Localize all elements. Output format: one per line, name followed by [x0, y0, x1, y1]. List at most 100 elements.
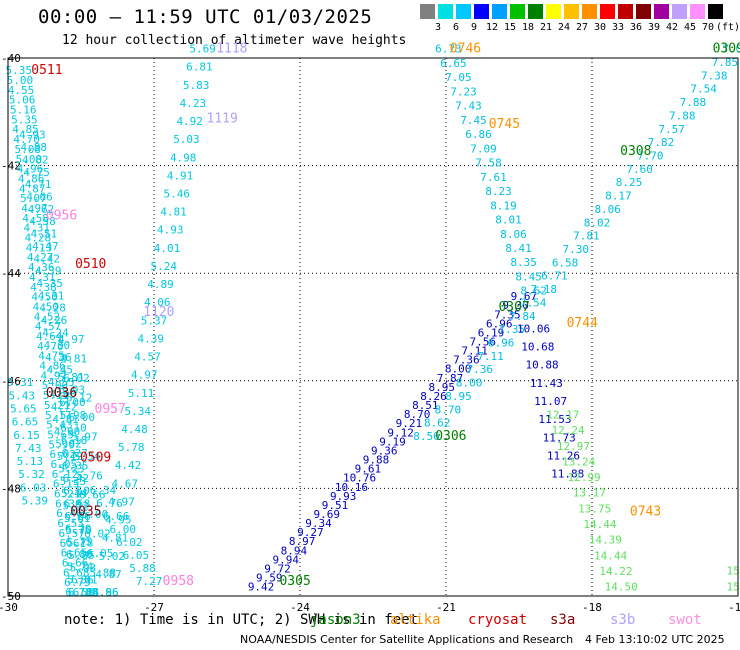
wave-height-value: 4.51: [31, 228, 58, 241]
wave-height-value: 5.88: [129, 562, 156, 575]
wave-height-value: 6.75: [65, 535, 92, 548]
wave-height-value: 13.24: [562, 455, 595, 468]
wave-height-value: 4.96: [92, 586, 119, 599]
wave-height-value: 8.41: [505, 242, 532, 255]
wave-height-value: 7.18: [531, 283, 558, 296]
wave-height-value: 4.97: [21, 202, 48, 215]
pass-time-label: 0957: [95, 402, 126, 417]
wave-height-value: 13.17: [573, 487, 606, 500]
legend-swatch: [690, 4, 705, 19]
wave-height-value: 6.15: [53, 478, 80, 491]
wave-height-value: 8.00: [445, 363, 472, 376]
wave-height-value: 4.26: [41, 314, 68, 327]
credit-line: NOAA/NESDIS Center for Satellite Applica…: [240, 633, 574, 646]
wave-height-value: 4.64: [36, 330, 63, 343]
map-title: 00:00 – 11:59 UTC 01/03/2025: [38, 6, 373, 28]
wave-height-value: 8.62: [520, 285, 547, 298]
wave-height-value: 6.73: [435, 43, 462, 56]
wave-height-value: 5.97: [71, 430, 98, 443]
wave-height-value: 9.72: [264, 562, 291, 575]
wave-height-value: 6.81: [186, 61, 213, 74]
wave-height-value: 9.67: [511, 290, 538, 303]
wave-height-value: 5.24: [150, 260, 177, 273]
wave-height-value: 4.23: [180, 97, 207, 110]
wave-height-value: 5.31: [43, 389, 70, 402]
wave-height-value: 4.92: [176, 115, 203, 128]
legend-swatch: [492, 4, 507, 19]
wave-height-value: 6.03: [20, 481, 47, 494]
wave-height-value: 4.57: [35, 320, 62, 333]
wave-height-value: 5.03: [173, 133, 200, 146]
wave-height-value: 5.99: [48, 438, 75, 451]
legend-tick: 42: [665, 22, 679, 33]
wave-height-value: 5.39: [22, 495, 49, 508]
pass-time-label: 1119: [206, 112, 237, 127]
pass-time-label: 0510: [75, 257, 106, 272]
wave-height-value: 6.02: [84, 528, 111, 541]
legend-unit: (ft): [716, 22, 740, 33]
wave-height-value: 4.75: [38, 350, 65, 363]
wave-height-value: 6.76: [96, 497, 123, 510]
wave-height-value: 4.87: [19, 182, 46, 195]
wave-height-value: 4.96: [17, 163, 44, 176]
legend-tick: 15: [503, 22, 517, 33]
wave-height-value: 6.35: [62, 459, 89, 472]
wave-height-value: 7.23: [450, 85, 477, 98]
pass-time-label: 0743: [630, 504, 661, 519]
wave-height-value: 5.65: [47, 428, 74, 441]
wave-height-value: 4.31: [24, 222, 51, 235]
wave-height-value: 7.81: [573, 230, 600, 243]
pass-time-label: 0509: [80, 451, 111, 466]
wave-height-value: 8.06: [500, 228, 527, 241]
wave-height-value: 4.45: [47, 364, 74, 377]
wave-height-value: 9.51: [322, 499, 349, 512]
wave-height-value: 9.69: [314, 508, 341, 521]
wave-height-value: 12.99: [567, 471, 600, 484]
wave-height-value: 6.02: [116, 536, 143, 549]
legend-tick: 24: [557, 22, 571, 33]
wave-height-value: 14.22: [599, 565, 632, 578]
wave-height-value: 6.58: [68, 586, 95, 599]
legend-swatch: [420, 4, 435, 19]
legend-swatch: [474, 4, 489, 19]
wave-height-value: 10.16: [335, 481, 368, 494]
wave-height-value: 9.21: [396, 417, 423, 430]
wave-height-value: 12.24: [552, 424, 585, 437]
wave-height-value: 12.97: [557, 440, 590, 453]
wave-height-value: 8.19: [490, 199, 517, 212]
wave-height-value: 4.97: [131, 369, 158, 382]
wave-height-value: 7.45: [460, 114, 487, 127]
legend-tick: 45: [683, 22, 697, 33]
wave-height-value: 15: [727, 581, 740, 594]
wave-height-value: 4.62: [28, 203, 55, 216]
wave-height-value: 6.57: [59, 527, 86, 540]
wave-height-value: 7.57: [658, 123, 685, 136]
legend-tick: 70: [701, 22, 715, 33]
wave-height-value: 6.65: [12, 416, 39, 429]
x-tick-label: -15: [728, 601, 740, 614]
wave-height-value: 4.42: [34, 252, 61, 265]
pass-time-label: 0511: [31, 63, 62, 78]
wave-height-value: 8.26: [420, 390, 447, 403]
wave-height-value: 4.55: [48, 376, 75, 389]
wave-height-value: 11.88: [551, 468, 584, 481]
legend-tick: 18: [521, 22, 535, 33]
wave-height-value: 6.27: [61, 447, 88, 460]
wave-height-value: 4.75: [23, 166, 50, 179]
pass-time-label: 0956: [46, 208, 77, 223]
wave-height-value: 5.76: [76, 469, 103, 482]
wave-height-value: 11.53: [538, 413, 571, 426]
wave-height-value: 11.43: [530, 377, 563, 390]
wave-height-value: 9.88: [363, 454, 390, 467]
legend-swatch: [654, 4, 669, 19]
wave-height-value: 5.93: [70, 561, 97, 574]
pass-time-label: 0744: [567, 316, 598, 331]
wave-height-value: 6.30: [55, 497, 82, 510]
wave-height-value: 4.27: [27, 251, 54, 264]
wave-height-value: 5.78: [118, 441, 145, 454]
wave-height-value: 4.28: [39, 302, 66, 315]
wave-height-value: 7.08: [722, 43, 740, 56]
wave-height-value: 6.66: [103, 510, 130, 523]
wave-height-value: 4.81: [61, 353, 88, 366]
